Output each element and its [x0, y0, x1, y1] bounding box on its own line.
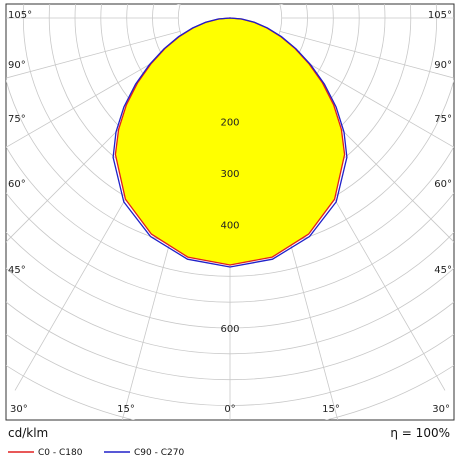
- grid-spoke: [274, 43, 454, 148]
- angle-label: 90°: [434, 60, 452, 71]
- angle-label: 90°: [8, 60, 26, 71]
- angle-label: 45°: [434, 265, 452, 276]
- grid-spoke: [6, 31, 181, 79]
- angle-label: 0°: [224, 404, 235, 415]
- distribution-fill: [115, 18, 345, 265]
- radial-label: 400: [220, 221, 239, 232]
- grid-spoke: [6, 43, 186, 148]
- angle-label: 105°: [428, 10, 452, 21]
- angle-label: 75°: [434, 114, 452, 125]
- legend-label-c0: C0 - C180: [38, 448, 83, 458]
- efficiency-label: η = 100%: [390, 426, 450, 440]
- angle-label: 105°: [8, 10, 32, 21]
- angle-label: 15°: [117, 404, 135, 415]
- legend-label-c90: C90 - C270: [134, 448, 184, 458]
- series-curve-c90-c270: [112, 17, 348, 268]
- unit-label: cd/klm: [8, 426, 48, 440]
- legend: C0 - C180 C90 - C270: [8, 448, 184, 458]
- angle-label: 60°: [8, 179, 26, 190]
- angle-label: 45°: [8, 265, 26, 276]
- angle-label: 60°: [434, 179, 452, 190]
- angle-label: 75°: [8, 114, 26, 125]
- radial-label: 300: [220, 169, 239, 180]
- angle-label: 15°: [322, 404, 340, 415]
- radial-label: 200: [220, 117, 239, 128]
- axis-labels: 200 300 400 600 105° 90° 75° 60° 45° 30° 15° 0° 15° 3…: [8, 10, 452, 415]
- radial-label: 600: [220, 324, 239, 335]
- grid-spoke: [279, 31, 454, 79]
- angle-label: 30°: [432, 404, 450, 415]
- angle-label: 30°: [10, 404, 28, 415]
- intensity-curves: [112, 17, 348, 268]
